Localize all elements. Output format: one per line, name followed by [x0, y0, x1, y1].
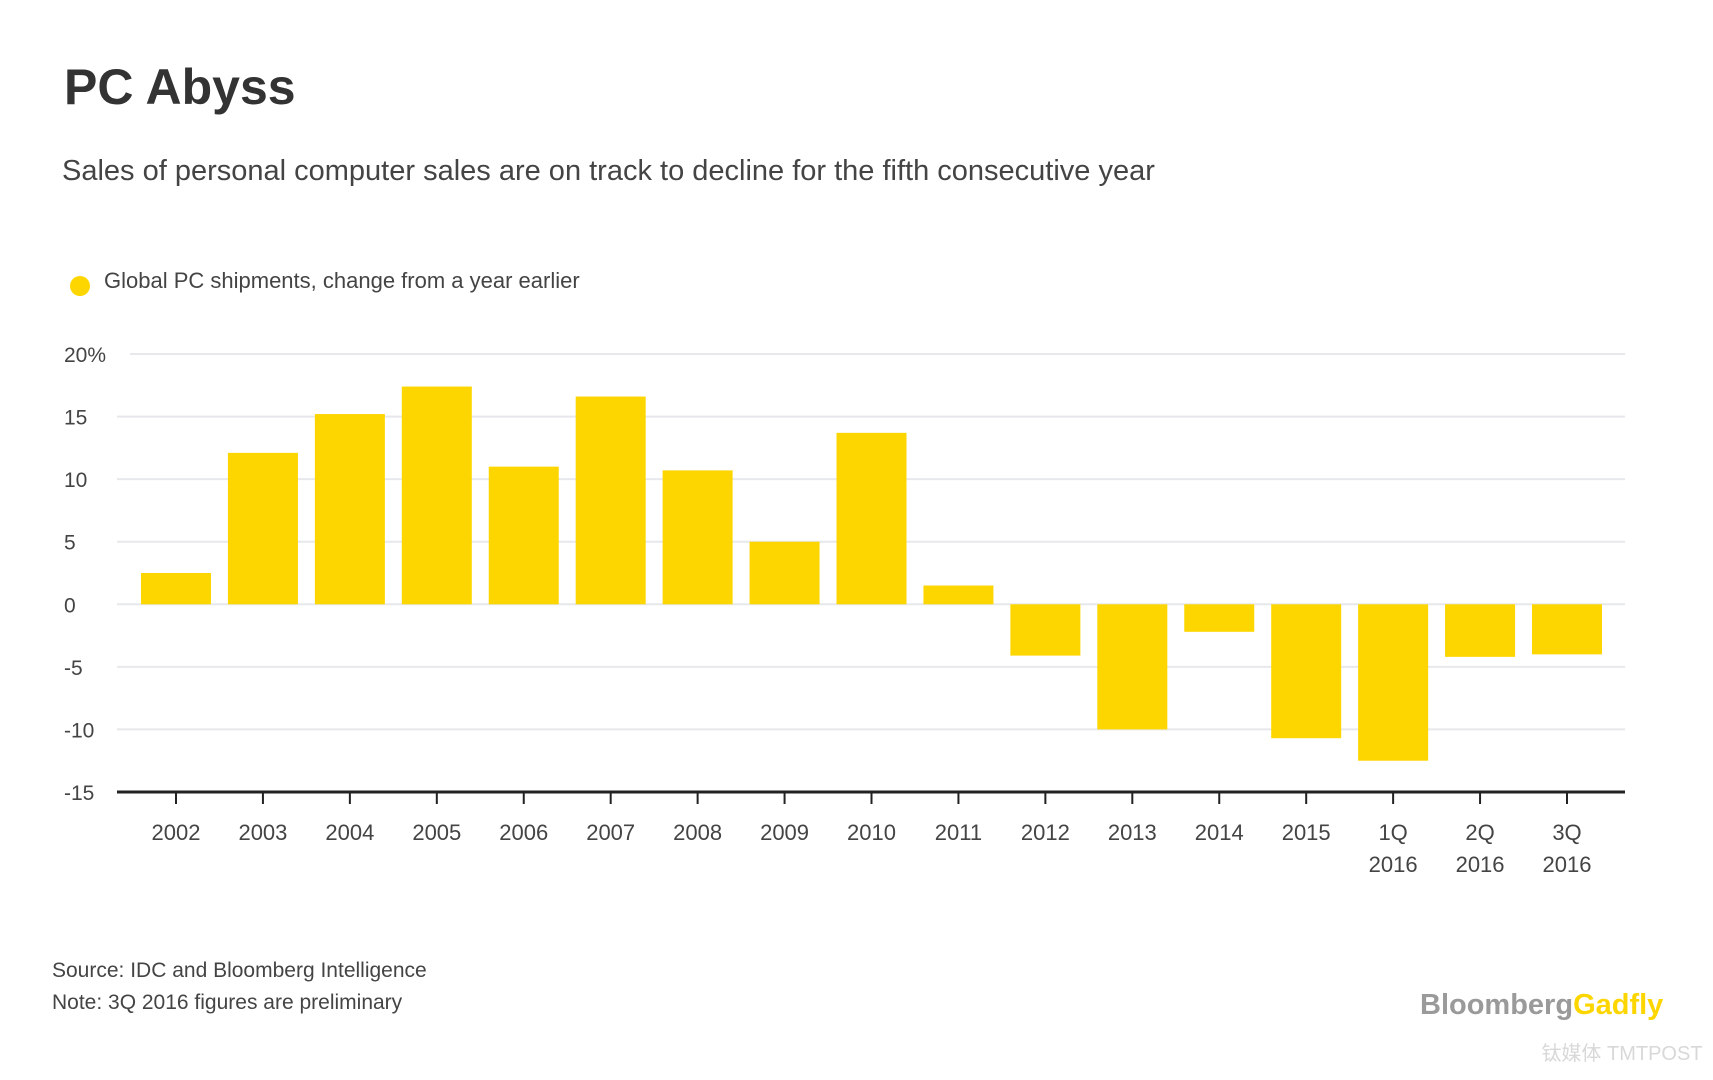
brand-logo: BloombergGadfly [1420, 989, 1663, 1021]
brand-logo-gadfly: Gadfly [1573, 989, 1663, 1021]
x-tick-label: 2016 [1369, 852, 1418, 877]
x-tick-label: 2016 [1543, 852, 1592, 877]
bar [227, 452, 298, 605]
x-tick-label: 2Q [1465, 820, 1494, 845]
x-tick-label: 2014 [1195, 820, 1244, 845]
y-tick-label: 15 [64, 407, 87, 430]
bar [1097, 604, 1168, 730]
x-tick-label: 3Q [1552, 820, 1581, 845]
x-tick-label: 2013 [1108, 820, 1157, 845]
legend-marker [70, 276, 90, 296]
x-tick-label: 2004 [325, 820, 374, 845]
bar [401, 386, 472, 605]
x-tick-label: 2016 [1456, 852, 1505, 877]
x-tick-label: 2012 [1021, 820, 1070, 845]
bar [1532, 604, 1602, 655]
y-tick-label: 5 [64, 532, 76, 555]
x-tick-label: 2015 [1282, 820, 1331, 845]
brand-logo-bloomberg: Bloomberg [1420, 989, 1573, 1021]
x-tick-label: 2010 [847, 820, 896, 845]
x-tick-label: 1Q [1378, 820, 1407, 845]
x-tick-label: 2008 [673, 820, 722, 845]
bar [749, 541, 820, 605]
y-tick-label: -5 [64, 657, 83, 680]
x-tick-label: 2002 [152, 820, 201, 845]
x-tick-label: 2007 [586, 820, 635, 845]
watermark: 钛媒体 TMTPOST [1541, 1042, 1702, 1065]
y-tick-label: -15 [64, 782, 94, 805]
bar [141, 573, 211, 605]
legend-label: Global PC shipments, change from a year … [104, 268, 580, 293]
x-tick-label: 2006 [499, 820, 548, 845]
y-tick-label: 10 [64, 469, 87, 492]
bar [1010, 604, 1081, 656]
bar [836, 432, 907, 605]
footnote: Note: 3Q 2016 figures are preliminary [52, 991, 403, 1014]
y-tick-label: -10 [64, 719, 94, 742]
bar [488, 466, 559, 605]
bar [923, 585, 994, 605]
chart-subtitle: Sales of personal computer sales are on … [62, 155, 1155, 187]
bars [141, 386, 1602, 761]
bar [1445, 604, 1516, 657]
x-tick-label: 2003 [238, 820, 287, 845]
source-note: Source: IDC and Bloomberg Intelligence [52, 959, 427, 982]
chart-title: PC Abyss [64, 59, 296, 115]
bar [1271, 604, 1342, 739]
bar [662, 470, 733, 605]
bar [314, 414, 385, 605]
y-tick-label: 20% [64, 344, 106, 367]
x-tick-label: 2005 [412, 820, 461, 845]
bar [1184, 604, 1255, 632]
x-axis: 2002 2003 2004 2005 2006 2007 2008 2009 2010 2011… [117, 790, 1625, 877]
x-tick-label: 2011 [935, 820, 982, 845]
bar [1358, 604, 1429, 761]
x-tick-label: 2009 [760, 820, 809, 845]
y-axis: 20% 15 10 5 0 -5 -10 -15 [64, 344, 106, 805]
bar [575, 396, 646, 605]
y-tick-label: 0 [64, 594, 76, 617]
